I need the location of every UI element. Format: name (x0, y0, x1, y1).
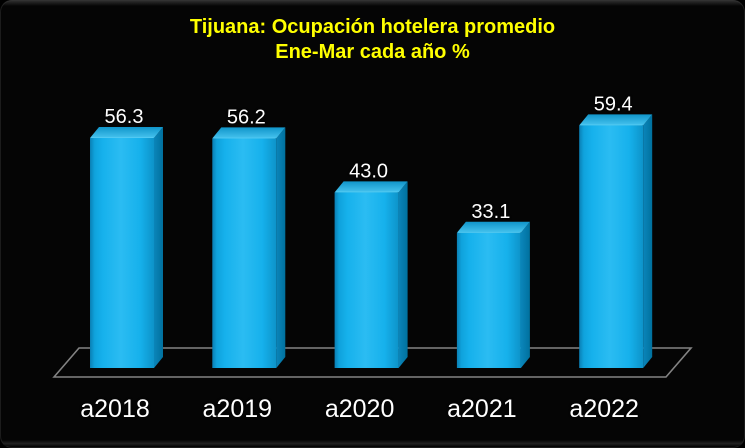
value-label-a2019: 56.2 (227, 106, 266, 128)
bar-front-face (90, 138, 154, 368)
bar-top-face (90, 127, 163, 139)
chart-title: Tijuana: Ocupación hotelera promedio Ene… (0, 15, 745, 65)
category-label-a2021: a2021 (447, 395, 517, 423)
frame-bevel-top (0, 0, 745, 6)
bar-a2019 (212, 127, 286, 368)
category-label-a2018: a2018 (80, 395, 150, 423)
bar-side-face (276, 127, 286, 368)
bar-top-face (212, 127, 286, 139)
category-label-a2020: a2020 (325, 395, 395, 423)
bar-front-face (212, 138, 277, 368)
bar-side-face (398, 181, 408, 368)
bar-a2018 (90, 127, 163, 369)
bar-front-face (334, 192, 399, 368)
value-label-a2020: 43.0 (349, 160, 388, 182)
bar-front-face (456, 232, 521, 368)
chart-title-line1: Tijuana: Ocupación hotelera promedio (189, 16, 556, 38)
value-label-a2018: 56.3 (105, 106, 144, 128)
bar-front-face (579, 125, 644, 368)
bar-a2020 (334, 181, 408, 368)
bar-side-face (154, 127, 163, 369)
bar-top-face (579, 114, 653, 126)
bar-top-face (334, 181, 408, 193)
bar-a2021 (456, 221, 530, 368)
bar-side-face (520, 221, 530, 368)
value-label-a2022: 59.4 (594, 93, 633, 115)
bar-top-face (456, 221, 530, 233)
bar-side-face (643, 114, 653, 368)
category-label-a2022: a2022 (569, 395, 639, 423)
floor-plane (52, 347, 693, 378)
frame-bevel-bottom (0, 440, 745, 446)
value-label-a2021: 33.1 (471, 201, 510, 223)
bar-a2022 (579, 114, 653, 368)
category-label-a2019: a2019 (203, 395, 273, 423)
chart-title-line2: Ene-Mar cada año % (275, 41, 470, 63)
